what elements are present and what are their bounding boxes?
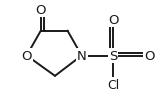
Text: S: S: [109, 50, 117, 62]
Text: O: O: [22, 50, 32, 62]
Text: O: O: [144, 50, 154, 62]
Text: O: O: [108, 14, 118, 27]
Text: O: O: [36, 4, 46, 17]
Text: Cl: Cl: [107, 79, 119, 92]
Text: N: N: [77, 50, 87, 62]
